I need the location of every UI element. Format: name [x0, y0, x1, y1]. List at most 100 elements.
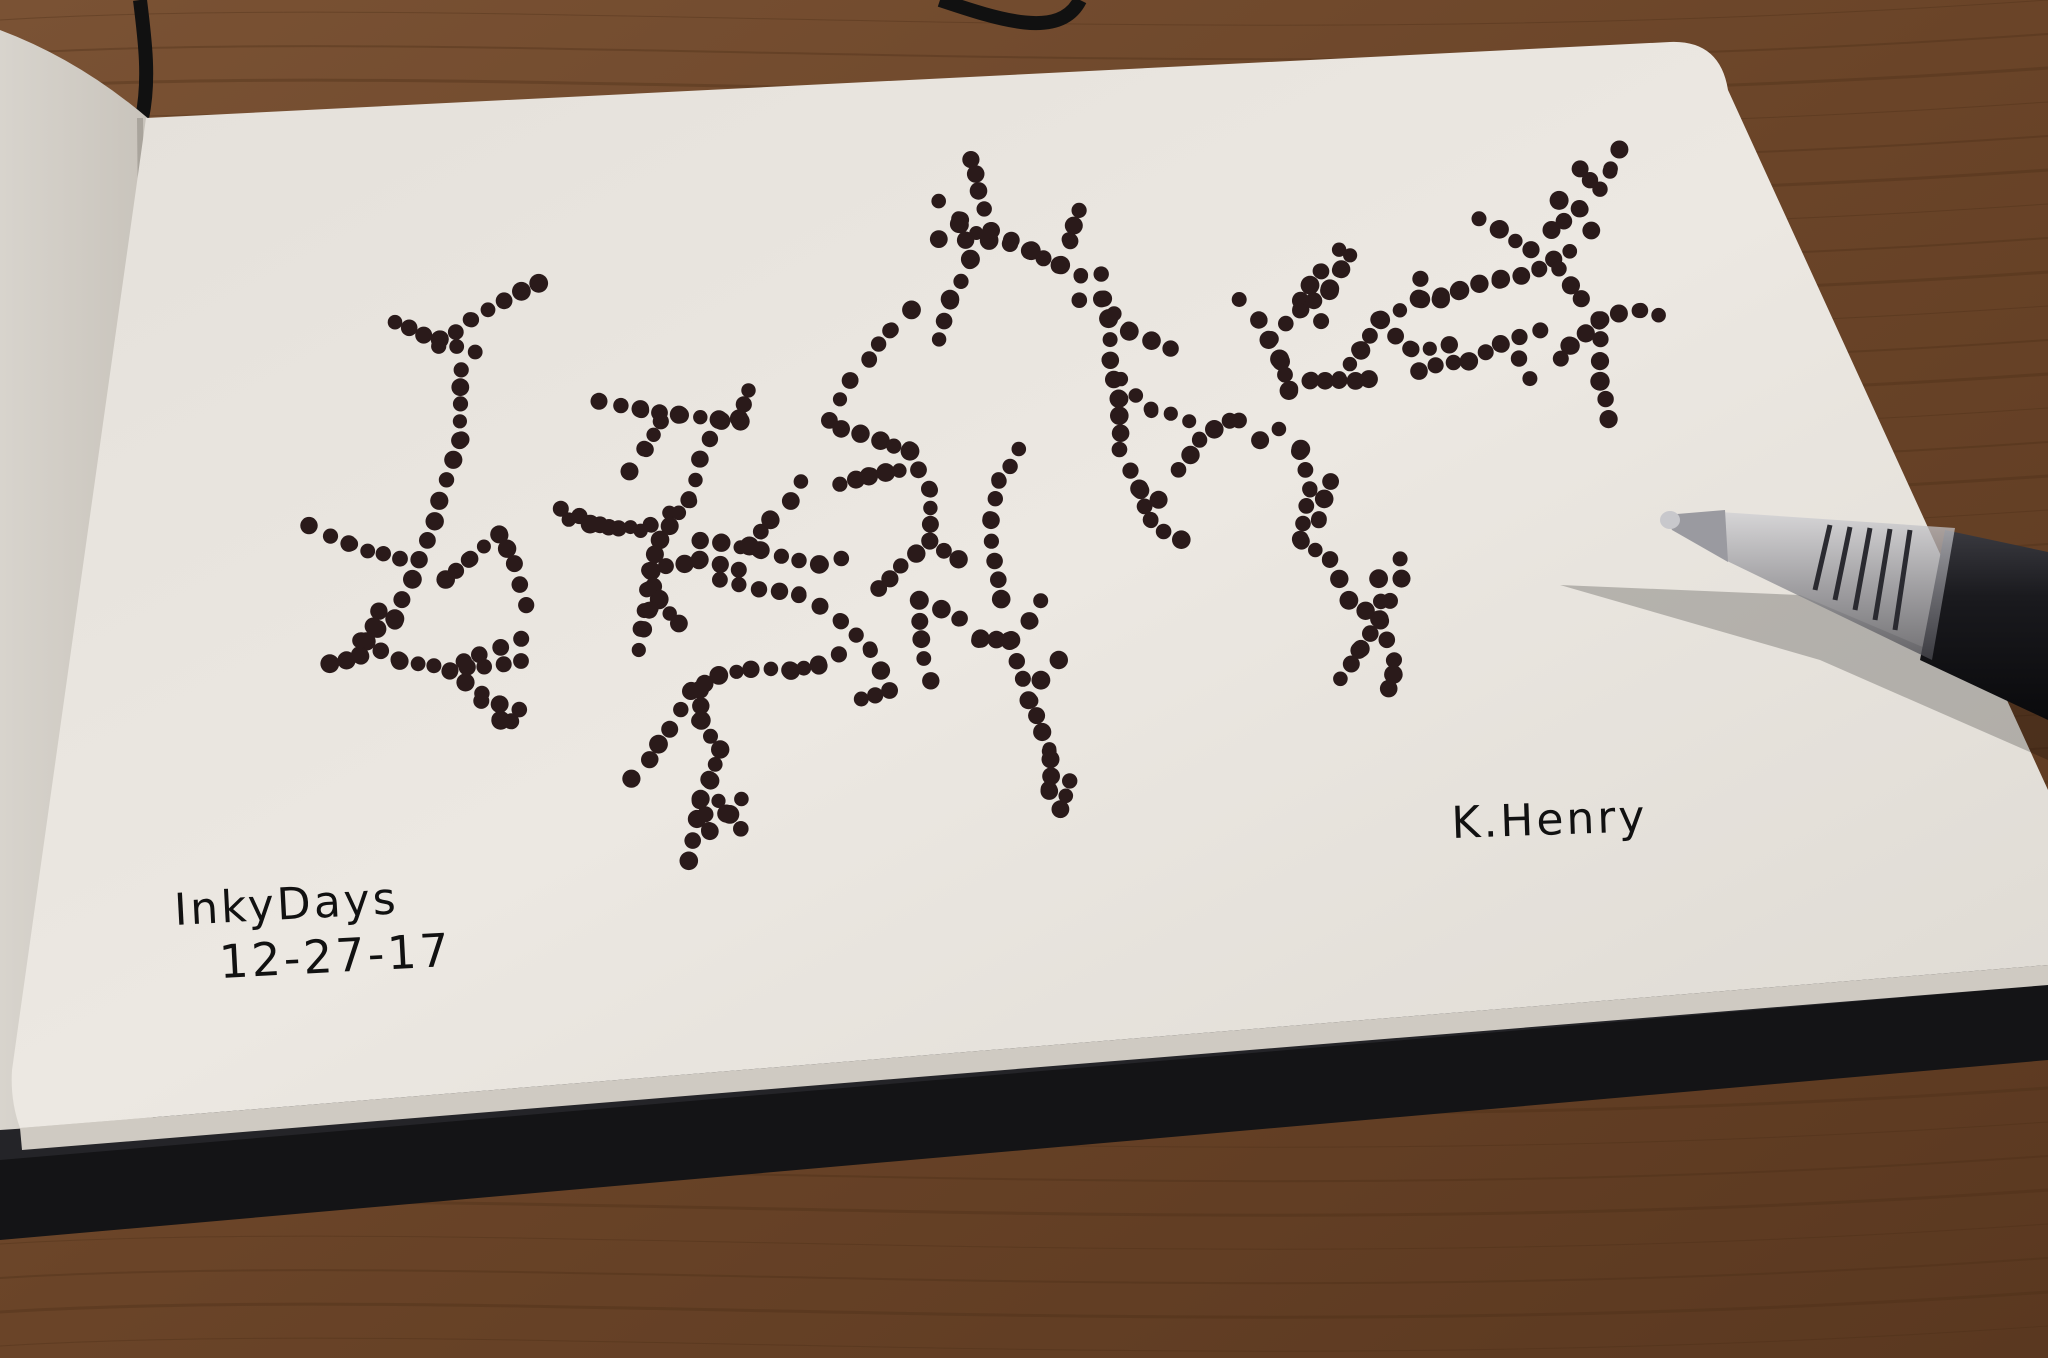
ink-dot	[495, 656, 512, 673]
ink-dot	[1024, 614, 1039, 629]
ink-dot	[929, 230, 948, 249]
ink-dot	[931, 193, 946, 209]
ink-dot	[690, 552, 708, 570]
ink-dot	[1599, 410, 1618, 429]
pen-body	[1920, 530, 2048, 720]
ink-dot	[375, 546, 391, 562]
ink-dot	[613, 397, 629, 414]
ink-dot	[1008, 653, 1025, 670]
ink-dot	[1449, 282, 1468, 301]
ink-dot	[935, 312, 953, 330]
ink-dot	[1277, 366, 1293, 383]
ink-dot	[1491, 269, 1511, 289]
ink-dot	[1512, 267, 1531, 285]
ink-dot	[672, 406, 689, 424]
ink-dot	[882, 323, 898, 339]
ink-dot	[651, 530, 670, 549]
ink-dot	[1370, 311, 1387, 328]
ink-dot	[1490, 220, 1509, 239]
ink-dot	[1493, 336, 1510, 353]
ink-dot	[643, 517, 659, 533]
ink-dot	[300, 516, 318, 535]
ink-dot	[410, 656, 426, 672]
ink-dot	[360, 543, 376, 559]
ink-dot	[729, 664, 744, 679]
ink-dot	[830, 646, 848, 663]
ink-dot	[1552, 350, 1569, 367]
ink-dot	[712, 571, 728, 588]
ink-dot	[730, 561, 747, 578]
ink-dot	[832, 420, 850, 438]
ink-dot	[1313, 313, 1330, 330]
ink-dot	[684, 832, 701, 849]
ink-dot	[770, 582, 789, 600]
ink-dot	[1122, 462, 1139, 479]
ink-dot	[1111, 424, 1130, 443]
ink-dot	[652, 413, 669, 430]
ink-dot	[1112, 442, 1128, 457]
ink-dot	[691, 531, 709, 550]
ink-dot	[640, 601, 658, 619]
ink-dot	[1062, 233, 1079, 250]
wood-grain-line	[0, 1325, 2048, 1352]
ink-dot	[1172, 530, 1191, 549]
ink-dot	[1308, 542, 1323, 558]
ink-dot	[1378, 631, 1396, 649]
ink-dot	[1093, 290, 1110, 308]
ink-dot	[1073, 268, 1089, 283]
ink-dot	[1298, 498, 1315, 514]
ink-dot	[1101, 351, 1120, 369]
ink-dot	[832, 392, 848, 407]
ink-dot	[720, 805, 740, 824]
ink-dot	[1291, 439, 1311, 459]
ink-dot	[936, 542, 952, 559]
ink-dot	[847, 470, 865, 489]
ink-dot	[832, 613, 848, 628]
ink-dot	[902, 300, 921, 320]
ink-dot	[1028, 707, 1046, 725]
ink-dot	[763, 661, 779, 677]
ink-dot	[752, 523, 769, 540]
ink-dot	[809, 555, 829, 574]
ink-dot	[352, 632, 369, 649]
ink-dot	[410, 551, 428, 569]
ink-dot	[743, 661, 759, 677]
ink-dot	[513, 630, 530, 647]
ink-dot	[1542, 221, 1561, 239]
ink-dot	[832, 476, 848, 492]
ink-dot	[853, 691, 869, 707]
ink-dot	[511, 701, 528, 718]
ink-dot	[1113, 371, 1129, 387]
ink-dot	[1128, 388, 1144, 403]
ink-dot	[1597, 390, 1614, 408]
ink-dot	[881, 570, 899, 588]
ink-dot	[1053, 803, 1068, 818]
ink-dot	[707, 757, 723, 772]
ink-dot	[456, 673, 475, 692]
ink-dot	[1093, 266, 1109, 282]
ink-dot	[1350, 641, 1368, 659]
ink-dot	[851, 424, 870, 443]
ink-dot	[322, 528, 339, 544]
ink-dot	[1508, 233, 1523, 249]
ink-dot	[922, 672, 940, 690]
ink-dot	[622, 769, 641, 788]
ink-dot	[1359, 370, 1378, 389]
ink-dot	[871, 661, 891, 680]
ink-dot	[711, 793, 726, 809]
sketch-title: InkyDays	[173, 873, 400, 936]
ink-dot	[1522, 371, 1538, 387]
wood-grain-line	[0, 1223, 2048, 1250]
ink-dot	[447, 324, 464, 340]
pen-tip	[1665, 510, 1728, 562]
ink-dot	[387, 314, 403, 330]
ink-dot	[430, 491, 449, 510]
ink-dot	[1064, 216, 1083, 235]
ink-dot	[871, 432, 888, 448]
ink-dot	[425, 512, 444, 531]
ink-dot	[1532, 322, 1549, 339]
ink-dot	[881, 682, 896, 698]
ink-dot	[1271, 421, 1287, 437]
ink-dot	[1342, 356, 1358, 372]
